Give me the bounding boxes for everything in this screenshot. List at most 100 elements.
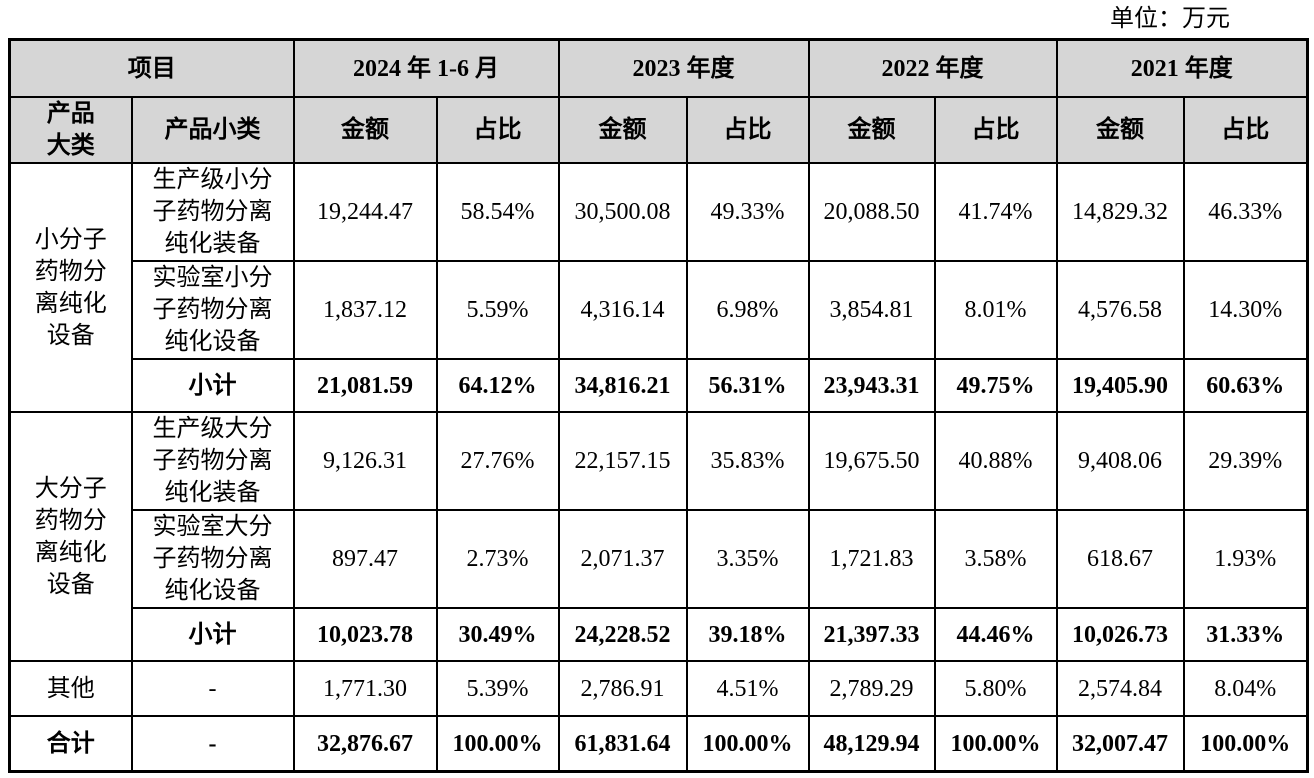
cell-2022-amount: 2,789.29	[807, 660, 936, 717]
cell-2021-ratio: 46.33%	[1182, 162, 1309, 262]
header-ratio-2022: 占比	[933, 96, 1058, 164]
cell-2024h1-amount: 1,837.12	[292, 260, 438, 360]
cell-2023-amount: 2,786.91	[557, 660, 688, 717]
cell-category-minor: 生产级小分 子药物分离 纯化装备	[130, 162, 295, 262]
header-ratio-2024h1: 占比	[435, 96, 560, 164]
cell-2022-amount: 21,397.33	[807, 607, 936, 662]
cell-2023-amount: 61,831.64	[557, 715, 688, 773]
cell-2021-ratio: 29.39%	[1182, 411, 1309, 511]
cell-2021-amount: 19,405.90	[1055, 358, 1185, 413]
header-period-2024h1: 2024 年 1-6 月	[292, 38, 560, 98]
header-ratio-2023: 占比	[685, 96, 810, 164]
cell-2022-amount: 19,675.50	[807, 411, 936, 511]
cell-other-label: 其他	[8, 660, 133, 717]
cell-2022-amount: 48,129.94	[807, 715, 936, 773]
unit-label: 单位：万元	[1110, 6, 1230, 32]
cell-2024h1-amount: 1,771.30	[292, 660, 438, 717]
cell-2021-ratio: 31.33%	[1182, 607, 1309, 662]
row-total: 合计 - 32,876.67 100.00% 61,831.64 100.00%…	[8, 715, 1309, 773]
product-revenue-table: 项目 2024 年 1-6 月 2023 年度 2022 年度 2021 年度 …	[8, 38, 1309, 773]
cell-2022-amount: 1,721.83	[807, 509, 936, 609]
header-row-columns: 产品 大类 产品小类 金额 占比 金额 占比 金额 占比 金额 占比	[8, 96, 1309, 164]
cell-2021-ratio: 100.00%	[1182, 715, 1309, 773]
cell-2024h1-amount: 32,876.67	[292, 715, 438, 773]
header-row-periods: 项目 2024 年 1-6 月 2023 年度 2022 年度 2021 年度	[8, 38, 1309, 98]
cell-subtotal-label: 小计	[130, 607, 295, 662]
cell-other-minor: -	[130, 660, 295, 717]
cell-2023-amount: 34,816.21	[557, 358, 688, 413]
header-project: 项目	[8, 38, 295, 98]
cell-2021-amount: 14,829.32	[1055, 162, 1185, 262]
cell-subtotal-label: 小计	[130, 358, 295, 413]
row-small-production: 小分子 药物分 离纯化 设备 生产级小分 子药物分离 纯化装备 19,244.4…	[8, 162, 1309, 413]
cell-2024h1-ratio: 27.76%	[435, 411, 560, 511]
row-large-subtotal: 小计 10,023.78 30.49% 24,228.52 39.18% 21,…	[10, 607, 1309, 662]
cell-2024h1-amount: 10,023.78	[292, 607, 438, 662]
cell-category-minor: 生产级大分 子药物分离 纯化装备	[130, 411, 295, 511]
header-ratio-2021: 占比	[1182, 96, 1309, 164]
cell-2021-ratio: 14.30%	[1182, 260, 1309, 360]
cell-2023-amount: 24,228.52	[557, 607, 688, 662]
cell-2021-amount: 32,007.47	[1055, 715, 1185, 773]
header-amount-2024h1: 金额	[292, 96, 438, 164]
cell-2022-ratio: 100.00%	[933, 715, 1058, 773]
cell-2022-ratio: 49.75%	[933, 358, 1058, 413]
cell-category-major-large: 大分子 药物分 离纯化 设备	[8, 411, 133, 662]
cell-2021-ratio: 60.63%	[1182, 358, 1309, 413]
cell-2022-amount: 23,943.31	[807, 358, 936, 413]
cell-2021-amount: 618.67	[1055, 509, 1185, 609]
header-amount-2022: 金额	[807, 96, 936, 164]
cell-2022-ratio: 40.88%	[933, 411, 1058, 511]
cell-2023-amount: 22,157.15	[557, 411, 688, 511]
cell-2021-ratio: 8.04%	[1182, 660, 1309, 717]
cell-2024h1-amount: 897.47	[292, 509, 438, 609]
cell-2023-amount: 4,316.14	[557, 260, 688, 360]
row-other: 其他 - 1,771.30 5.39% 2,786.91 4.51% 2,789…	[8, 660, 1309, 717]
cell-2024h1-amount: 9,126.31	[292, 411, 438, 511]
cell-2024h1-ratio: 100.00%	[435, 715, 560, 773]
cell-2021-amount: 10,026.73	[1055, 607, 1185, 662]
cell-2024h1-ratio: 5.59%	[435, 260, 560, 360]
cell-2021-ratio: 1.93%	[1182, 509, 1309, 609]
cell-category-minor: 实验室小分 子药物分离 纯化设备	[130, 260, 295, 360]
row-small-subtotal: 小计 21,081.59 64.12% 34,816.21 56.31% 23,…	[10, 358, 1309, 413]
cell-2021-amount: 9,408.06	[1055, 411, 1185, 511]
header-period-2023: 2023 年度	[557, 38, 810, 98]
cell-2021-amount: 4,576.58	[1055, 260, 1185, 360]
cell-2022-amount: 3,854.81	[807, 260, 936, 360]
row-large-production: 大分子 药物分 离纯化 设备 生产级大分 子药物分离 纯化装备 9,126.31…	[8, 411, 1309, 662]
header-period-2022: 2022 年度	[807, 38, 1058, 98]
cell-2022-ratio: 44.46%	[933, 607, 1058, 662]
cell-2023-ratio: 3.35%	[685, 509, 810, 609]
cell-2022-ratio: 5.80%	[933, 660, 1058, 717]
cell-2023-ratio: 35.83%	[685, 411, 810, 511]
header-amount-2023: 金额	[557, 96, 688, 164]
cell-2024h1-ratio: 64.12%	[435, 358, 560, 413]
header-amount-2021: 金额	[1055, 96, 1185, 164]
cell-2022-ratio: 3.58%	[933, 509, 1058, 609]
row-large-lab: 实验室大分 子药物分离 纯化设备 897.47 2.73% 2,071.37 3…	[10, 509, 1309, 609]
cell-2021-amount: 2,574.84	[1055, 660, 1185, 717]
cell-2023-amount: 30,500.08	[557, 162, 688, 262]
cell-2024h1-ratio: 30.49%	[435, 607, 560, 662]
cell-2024h1-amount: 19,244.47	[292, 162, 438, 262]
cell-total-label: 合计	[8, 715, 133, 773]
row-small-lab: 实验室小分 子药物分离 纯化设备 1,837.12 5.59% 4,316.14…	[10, 260, 1309, 360]
cell-2023-ratio: 49.33%	[685, 162, 810, 262]
header-product-minor: 产品小类	[130, 96, 295, 164]
header-product-major: 产品 大类	[8, 96, 133, 164]
cell-2023-ratio: 6.98%	[685, 260, 810, 360]
cell-2023-ratio: 39.18%	[685, 607, 810, 662]
cell-category-minor: 实验室大分 子药物分离 纯化设备	[130, 509, 295, 609]
cell-2023-ratio: 100.00%	[685, 715, 810, 773]
cell-2024h1-ratio: 58.54%	[435, 162, 560, 262]
cell-2023-ratio: 56.31%	[685, 358, 810, 413]
cell-2024h1-amount: 21,081.59	[292, 358, 438, 413]
header-period-2021: 2021 年度	[1055, 38, 1309, 98]
cell-2022-ratio: 8.01%	[933, 260, 1058, 360]
cell-2023-ratio: 4.51%	[685, 660, 810, 717]
cell-2023-amount: 2,071.37	[557, 509, 688, 609]
cell-2024h1-ratio: 2.73%	[435, 509, 560, 609]
cell-category-major-small: 小分子 药物分 离纯化 设备	[8, 162, 133, 413]
